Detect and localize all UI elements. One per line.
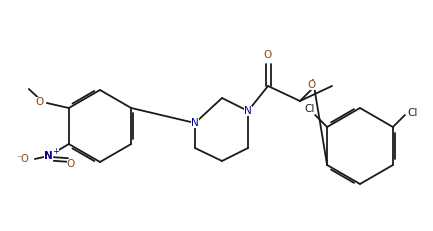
Text: O: O [264, 50, 272, 60]
Text: O: O [67, 159, 75, 169]
Text: Cl: Cl [408, 108, 418, 118]
Text: +: + [52, 146, 59, 155]
Text: O: O [308, 80, 316, 90]
Text: N: N [191, 118, 199, 128]
Text: O: O [36, 97, 44, 107]
Text: N: N [45, 151, 53, 161]
Text: Cl: Cl [304, 104, 314, 114]
Text: ⁻O: ⁻O [16, 154, 29, 164]
Text: N: N [244, 106, 252, 116]
